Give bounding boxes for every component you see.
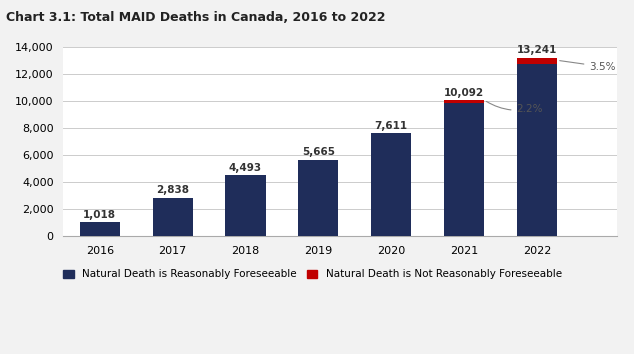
Bar: [517, 64, 557, 236]
Bar: [444, 100, 484, 103]
Text: 2.2%: 2.2%: [486, 102, 543, 114]
Bar: [80, 222, 120, 236]
Bar: [299, 160, 339, 236]
Bar: [517, 58, 557, 64]
Text: 13,241: 13,241: [517, 45, 557, 55]
Text: 5,665: 5,665: [302, 147, 335, 157]
Bar: [226, 176, 266, 236]
Text: 1,018: 1,018: [83, 210, 116, 220]
Text: 7,611: 7,611: [375, 121, 408, 131]
Bar: [153, 198, 193, 236]
Text: 4,493: 4,493: [229, 163, 262, 173]
Bar: [444, 103, 484, 236]
Text: 10,092: 10,092: [444, 87, 484, 98]
Bar: [371, 133, 411, 236]
Text: 3.5%: 3.5%: [560, 61, 616, 72]
Text: Chart 3.1: Total MAID Deaths in Canada, 2016 to 2022: Chart 3.1: Total MAID Deaths in Canada, …: [6, 11, 386, 24]
Text: 2,838: 2,838: [156, 185, 189, 195]
Legend: Natural Death is Reasonably Foreseeable, Natural Death is Not Reasonably Foresee: Natural Death is Reasonably Foreseeable,…: [59, 265, 566, 284]
